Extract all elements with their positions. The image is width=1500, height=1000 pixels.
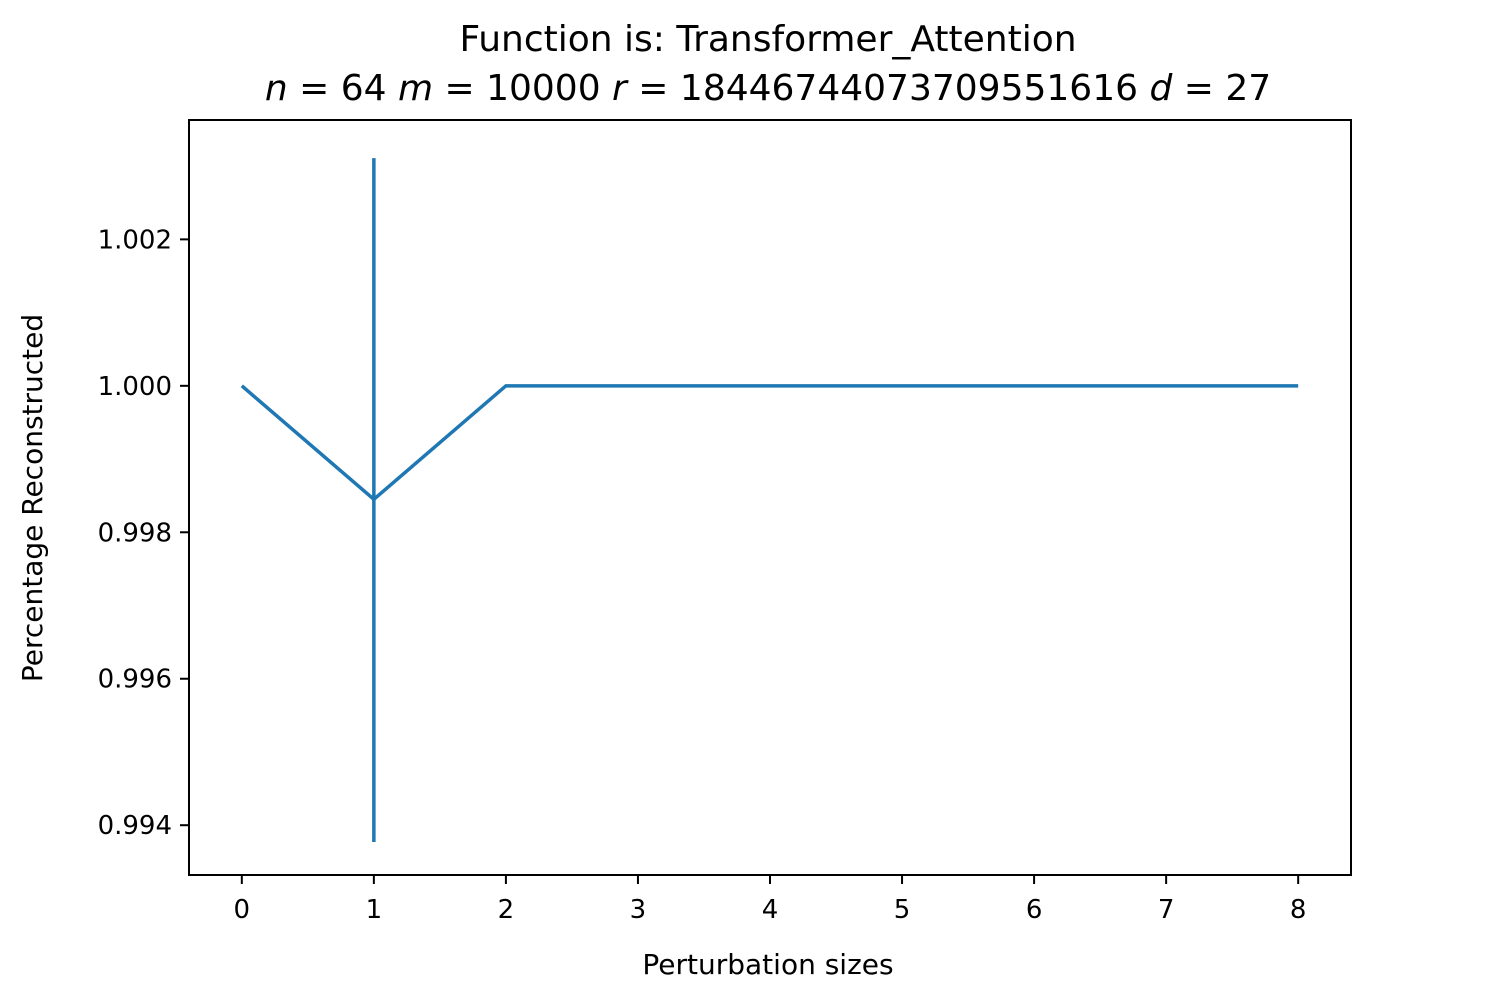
subtitle-part-4: r	[612, 68, 629, 109]
y-tick-label-0: 0.994	[98, 811, 172, 841]
x-axis-label: Perturbation sizes	[642, 948, 893, 981]
x-tick-label-2: 2	[498, 895, 515, 925]
chart-title: Function is: Transformer_Attention	[459, 19, 1076, 60]
series-line-0	[240, 384, 1299, 502]
y-axis-ticks: 0.994 0.996 0.998 1.000 1.002	[98, 225, 189, 841]
x-tick-label-0: 0	[234, 895, 251, 925]
chart-subtitle: n = 64 m = 10000 r = 1844674407370955161…	[265, 68, 1271, 109]
x-tick-label-5: 5	[894, 895, 911, 925]
subtitle-part-1: = 64	[288, 68, 398, 109]
axes-frame	[188, 119, 1352, 876]
x-tick-label-6: 6	[1026, 895, 1043, 925]
y-tick-label-1: 0.996	[98, 665, 172, 695]
subtitle-part-6: d	[1149, 68, 1173, 109]
y-axis-label: Percentage Reconstructed	[16, 314, 49, 682]
subtitle-part-0: n	[265, 68, 288, 109]
subtitle-part-3: = 10000	[433, 68, 612, 109]
x-tick-label-1: 1	[366, 895, 383, 925]
x-axis-ticks: 0 1 2 3 4 5 6 7 8	[234, 875, 1307, 925]
x-tick-label-3: 3	[630, 895, 647, 925]
y-tick-label-4: 1.002	[98, 225, 172, 255]
x-tick-label-4: 4	[762, 895, 779, 925]
subtitle-part-7: = 27	[1172, 68, 1271, 109]
x-tick-label-7: 7	[1158, 895, 1175, 925]
subtitle-part-2: m	[398, 68, 433, 109]
subtitle-part-5: = 18446744073709551616	[627, 68, 1150, 109]
plot-area	[188, 119, 1352, 876]
x-tick-label-8: 8	[1290, 895, 1307, 925]
y-tick-label-3: 1.000	[98, 372, 172, 402]
y-tick-label-2: 0.998	[98, 518, 172, 548]
